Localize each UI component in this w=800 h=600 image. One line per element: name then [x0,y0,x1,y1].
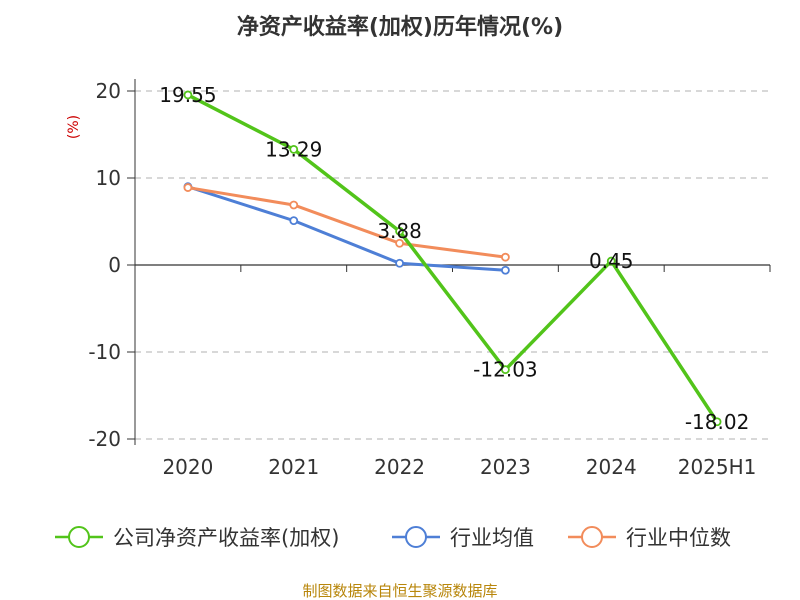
x-tick-label: 2021 [268,455,319,479]
data-labels: 19.55 13.29 3.88 -12.03 0.45 -18.02 [159,83,749,434]
y-tick-label: 0 [108,253,121,277]
legend-label: 行业均值 [450,526,534,550]
data-label: 19.55 [159,83,216,107]
series-lines [183,90,722,427]
data-label: 13.29 [265,137,322,161]
x-tick-label: 2024 [586,455,637,479]
gridlines [135,90,770,440]
series-line-0 [187,93,719,423]
series-marker [501,265,510,275]
axes: 20 10 0 -10 -20 2020 2021 2022 2023 2024 2025H1 [88,79,771,479]
chart-title: 净资产收益率(加权)历年情况(%) [237,14,563,40]
series-marker [183,183,193,192]
series-marker [289,216,299,226]
legend-item: 行业均值 [392,526,534,550]
y-tick-label: -20 [88,427,121,451]
y-tick-label: 10 [96,166,121,190]
data-label: 3.88 [377,219,422,243]
legend-item: 行业中位数 [568,526,731,550]
series-marker [606,256,616,266]
data-label: -18.02 [685,410,749,434]
x-tick-label: 2025H1 [678,455,757,479]
legend-marker-icon [68,526,90,548]
legend-marker-icon [581,526,603,548]
x-tick-label: 2022 [374,455,425,479]
legend-label: 公司净资产收益率(加权) [113,526,339,550]
legend: 公司净资产收益率(加权) 行业均值 行业中位数 [55,526,731,550]
y-tick-label: 20 [96,79,121,103]
y-tick-label: -10 [88,340,121,364]
series-marker [289,200,299,210]
y-axis-unit-label: (%) [66,115,82,139]
series-marker [289,144,299,154]
series-marker [183,90,193,100]
legend-item: 公司净资产收益率(加权) [55,526,339,550]
source-footer: 制图数据来自恒生聚源数据库 [302,582,497,600]
series-marker [395,258,404,268]
series-marker [501,252,510,262]
x-tick-label: 2023 [480,455,531,479]
series-line-2 [187,186,506,259]
legend-label: 行业中位数 [626,526,731,550]
data-label: 0.45 [589,249,634,273]
series-marker [501,365,510,375]
data-label: -12.03 [473,358,537,382]
x-tick-label: 2020 [162,455,213,479]
legend-marker-icon [405,526,427,548]
series-marker [712,417,722,427]
series-marker [395,238,404,248]
series-marker [395,226,404,236]
series-line-1 [187,185,506,272]
